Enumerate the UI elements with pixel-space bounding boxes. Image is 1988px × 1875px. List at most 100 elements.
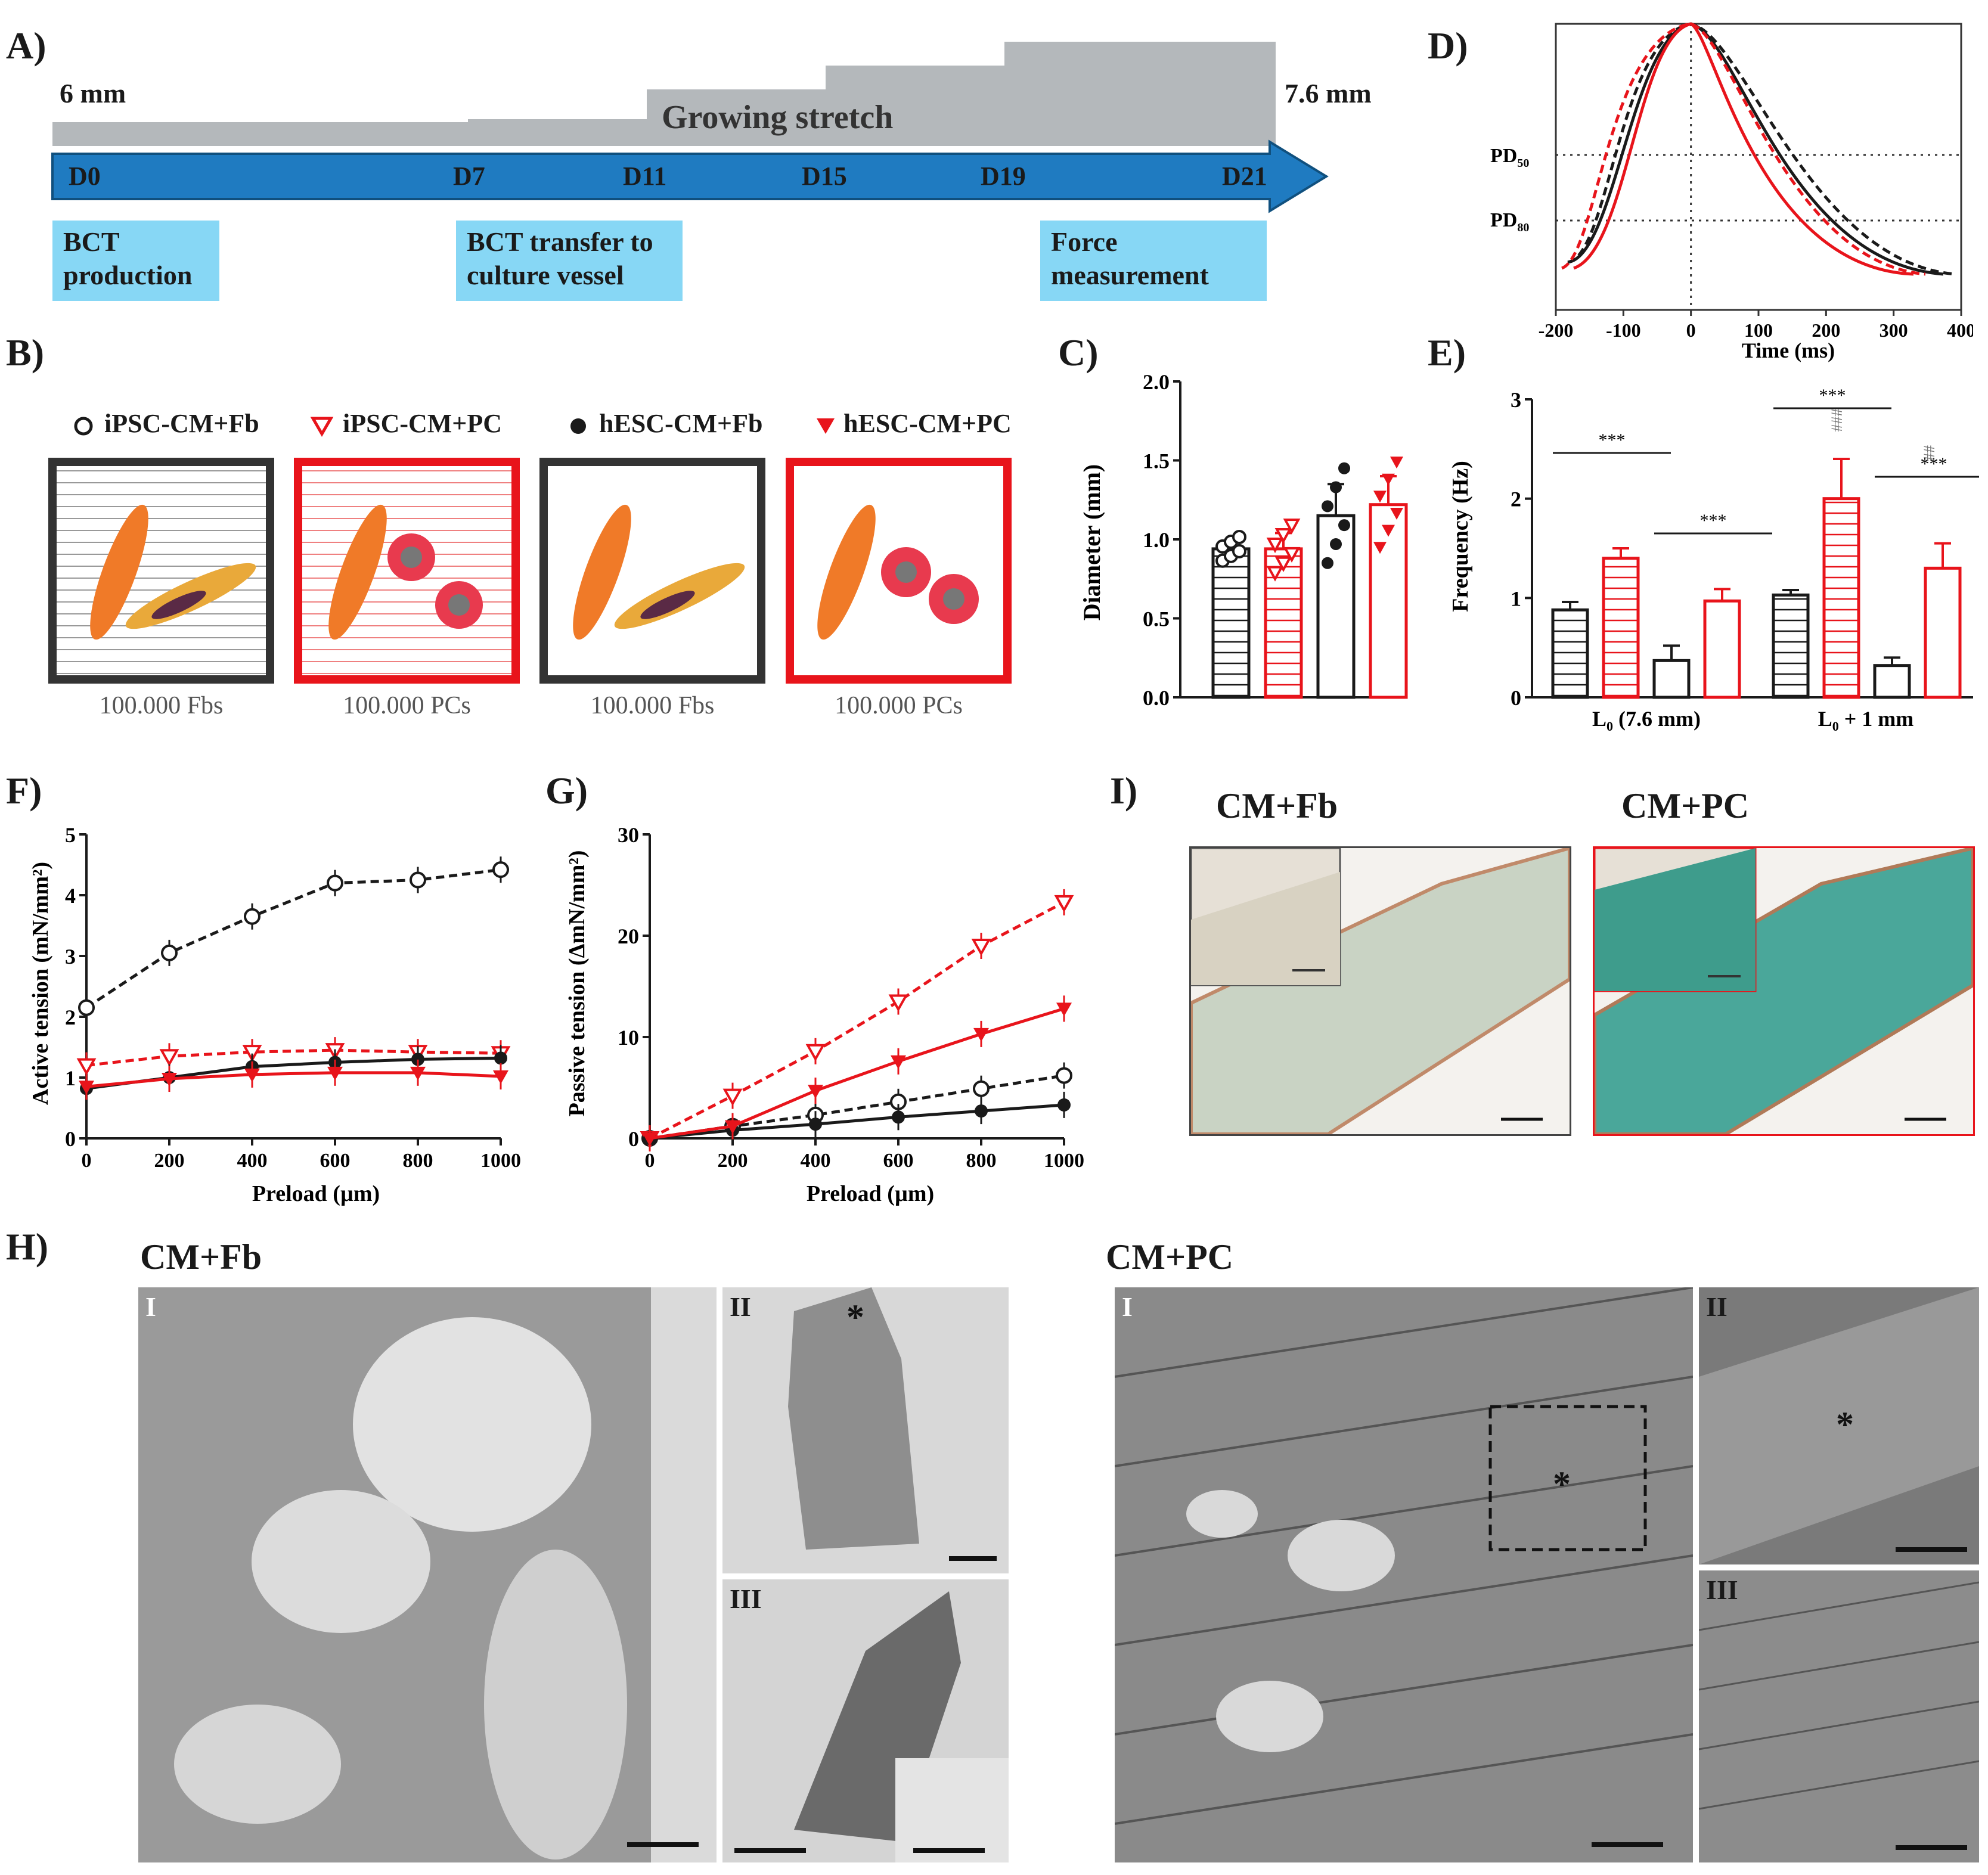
c-point xyxy=(1330,538,1342,550)
c-ytick-label: 0.0 xyxy=(1143,686,1170,710)
f-xtick-label: 600 xyxy=(320,1150,351,1172)
day-d7: D7 xyxy=(453,162,485,191)
f-point xyxy=(327,874,343,892)
c-point xyxy=(1322,557,1333,569)
d-xtick-label: 400 xyxy=(1947,319,1973,341)
box-bct-transfer: BCT transfer to culture vessel xyxy=(456,221,683,301)
d-curve-ipsc-pc xyxy=(1573,22,1914,276)
g-point xyxy=(975,1104,988,1118)
day-d21: D21 xyxy=(1222,162,1267,191)
box2-line1: BCT transfer to xyxy=(467,226,653,257)
c-point xyxy=(1373,491,1387,503)
f-xtick-label: 200 xyxy=(154,1150,185,1172)
g-xlabel: Preload (µm) xyxy=(807,1181,934,1206)
h-label-right: CM+PC xyxy=(1106,1237,1234,1277)
c-ytick-label: 2.0 xyxy=(1143,370,1170,394)
d-curve-ipsc-fb xyxy=(1567,22,1944,276)
chart-f-active-tension: 0 1 2 3 4 5 0 200 400 600 800 1000 Preload (µm) Act… xyxy=(28,823,521,1206)
f-point xyxy=(242,1045,262,1063)
tem-pc-sub-3: III xyxy=(1706,1575,1738,1605)
svg-text:*: * xyxy=(846,1297,864,1337)
e-sig-3-text: *** xyxy=(1819,386,1846,405)
box1-line1: BCT xyxy=(63,226,120,257)
e-hash-1: ### xyxy=(1828,409,1846,432)
c-point xyxy=(1390,457,1403,469)
tem-fb-sub-3: III xyxy=(730,1584,762,1614)
c-point xyxy=(1373,542,1387,554)
g-point xyxy=(1057,1098,1071,1112)
e-ytick-label: 2 xyxy=(1511,488,1521,511)
e-bar xyxy=(1924,566,1962,699)
g-point xyxy=(642,1132,658,1146)
c-point xyxy=(1283,519,1301,535)
f-ytick-label: 3 xyxy=(65,945,76,968)
f-ytick-label: 2 xyxy=(65,1005,76,1029)
c-ytick-label: 0.5 xyxy=(1143,607,1170,631)
e-bar xyxy=(1602,557,1640,699)
growing-stretch-label: Growing stretch xyxy=(662,99,894,136)
panel-label-a: A) xyxy=(6,24,46,67)
panel-label-c: C) xyxy=(1058,331,1099,374)
chart-g-passive-tension: 0 10 20 30 0 200 400 600 800 1000 Preload (µm) Pa… xyxy=(565,823,1084,1206)
g-series-3 xyxy=(649,1007,1065,1140)
e-ylabel: Frequency (Hz) xyxy=(1448,461,1473,612)
c-point xyxy=(1283,547,1301,563)
f-point xyxy=(79,1081,94,1095)
i-label-right: CM+PC xyxy=(1621,786,1750,825)
f-xtick-label: 0 xyxy=(82,1150,92,1172)
legend-hesc-fb: hESC-CM+Fb xyxy=(599,409,763,438)
g-point xyxy=(1056,1067,1072,1084)
start-length: 6 mm xyxy=(60,78,126,108)
c-point xyxy=(1382,524,1395,537)
g-xtick-label: 1000 xyxy=(1044,1150,1084,1172)
g-series-1 xyxy=(649,901,1065,1140)
d-xtick-label: 0 xyxy=(1686,319,1696,341)
caption-3: 100.000 Fbs xyxy=(590,692,715,719)
tem-pc-sub-1: I xyxy=(1122,1292,1133,1322)
d-curve-hesc-fb xyxy=(1567,22,1956,276)
f-xtick-label: 400 xyxy=(237,1150,268,1172)
f-xlabel: Preload (µm) xyxy=(252,1181,380,1206)
histology-cm-fb xyxy=(1189,846,1571,1136)
g-point xyxy=(805,1044,826,1061)
box-force-measurement: Force measurement xyxy=(1040,221,1267,301)
tem-fb-sub-1: I xyxy=(145,1292,156,1322)
panel-label-d: D) xyxy=(1428,24,1468,67)
f-ylabel: Active tension (mN/mm²) xyxy=(28,862,53,1105)
d-pd50: PD50 xyxy=(1490,145,1529,170)
tem-pc-ii: * II xyxy=(1699,1287,1979,1564)
c-point xyxy=(1274,556,1292,572)
g-point xyxy=(888,994,908,1012)
g-point xyxy=(973,1027,989,1042)
d-pd80: PD80 xyxy=(1490,209,1529,234)
g-ytick-label: 0 xyxy=(628,1127,639,1151)
f-point xyxy=(493,1070,508,1084)
tem-fb-ii: * II xyxy=(722,1287,1009,1573)
g-xtick-label: 0 xyxy=(645,1150,655,1172)
e-bar xyxy=(1772,593,1810,699)
g-point xyxy=(971,939,991,957)
chart-e-frequency: ************##### Frequency (Hz) L0 (7.6… xyxy=(1448,386,1979,734)
c-ytick-label: 1.5 xyxy=(1143,449,1170,473)
f-point xyxy=(244,908,260,925)
e-ytick-label: 1 xyxy=(1511,586,1521,610)
timeline-graphic xyxy=(51,42,1329,213)
g-point xyxy=(725,1120,740,1134)
c-point xyxy=(1266,566,1284,582)
c-ytick-label: 1.0 xyxy=(1143,528,1170,552)
day-d11: D11 xyxy=(623,162,667,191)
chart-d-waveform: Time (ms) PD50 PD80 -200 -100 0 100 200 300 40… xyxy=(1490,22,1973,362)
day-d19: D19 xyxy=(981,162,1026,191)
box2-line2: culture vessel xyxy=(467,260,624,290)
tem-fb-sub-2: II xyxy=(730,1292,751,1322)
f-point xyxy=(244,1068,260,1082)
c-point xyxy=(1338,462,1350,474)
g-point xyxy=(809,1117,822,1131)
g-point xyxy=(973,1080,990,1097)
g-point xyxy=(1054,895,1074,912)
f-point xyxy=(327,1066,343,1081)
f-point xyxy=(162,1073,177,1087)
tem-fb-iii: III xyxy=(722,1579,1009,1862)
d-curve-hesc-pc xyxy=(1561,22,1926,276)
f-xtick-label: 800 xyxy=(403,1150,433,1172)
